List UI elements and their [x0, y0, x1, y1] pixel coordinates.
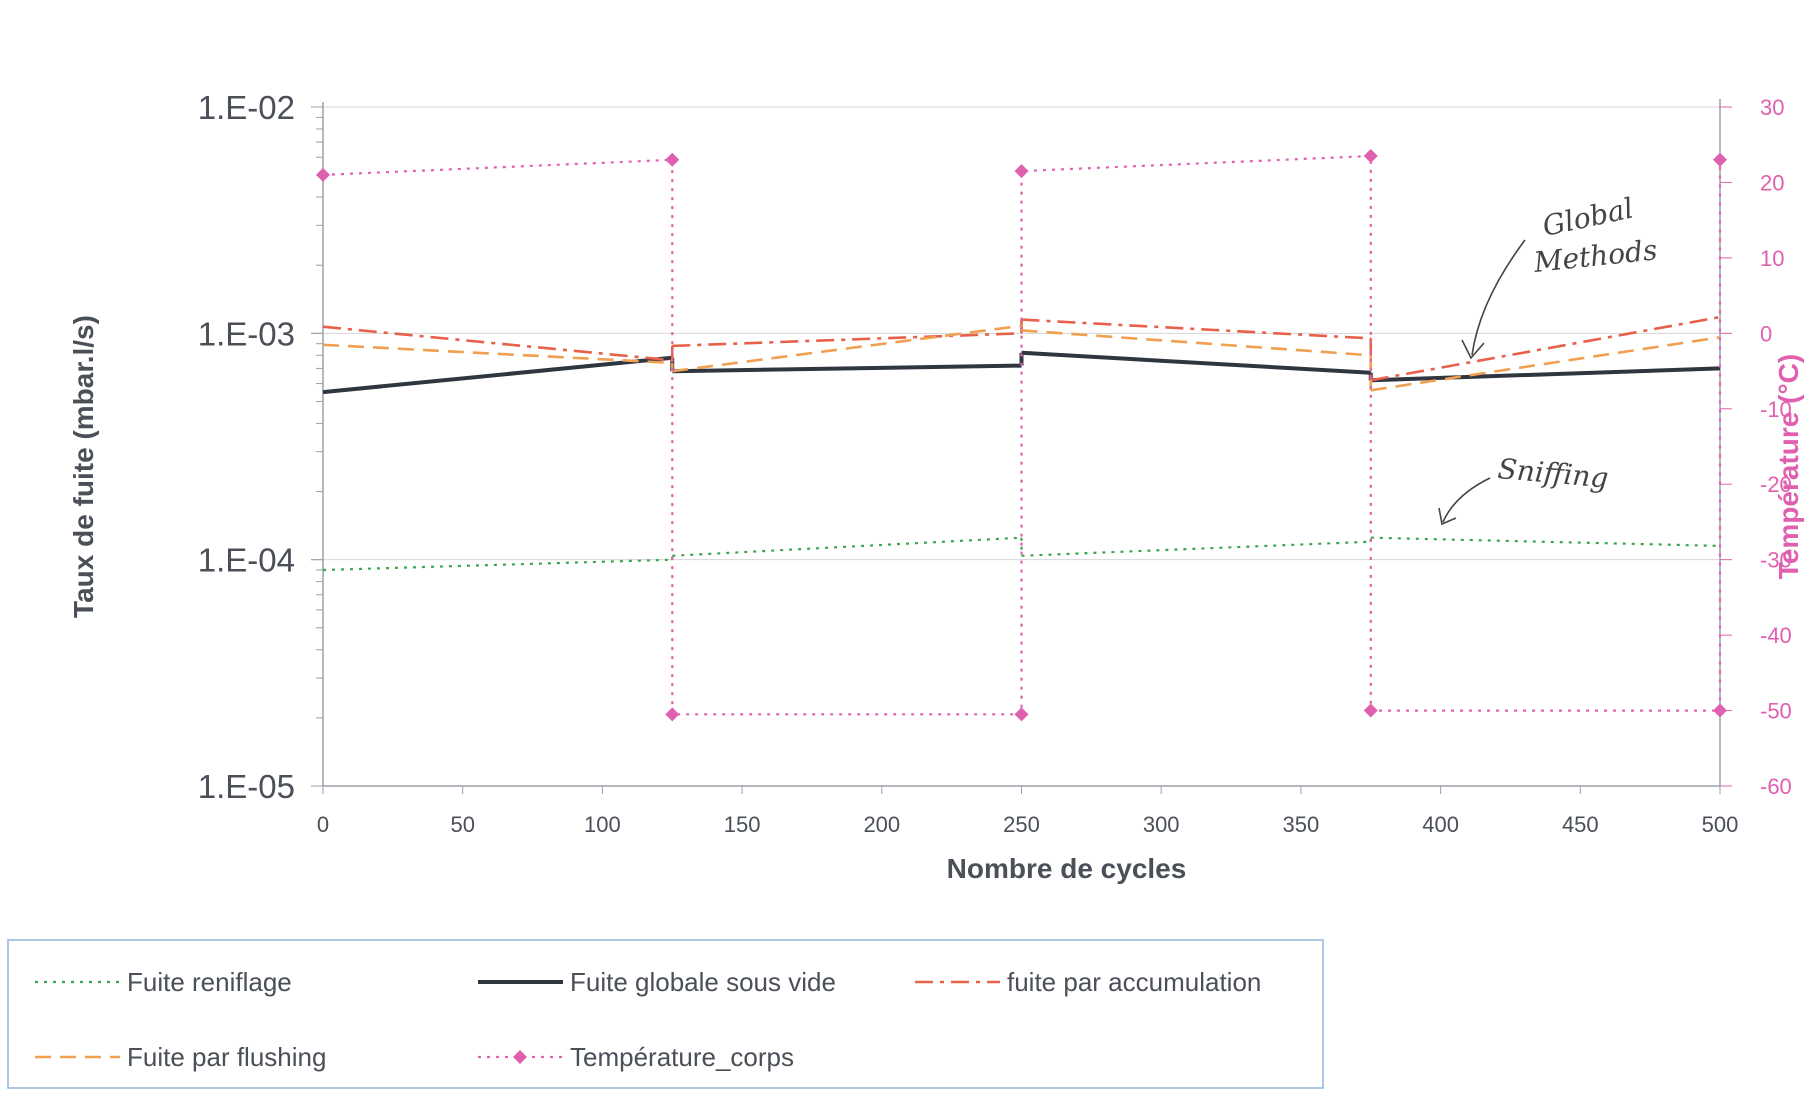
y2-tick-label: -60 — [1760, 774, 1792, 799]
temperature-line — [322, 154, 1722, 716]
series-line-2 — [1370, 315, 1721, 382]
legend-label-3: Fuite par flushing — [127, 1042, 326, 1072]
x-tick-label: 450 — [1562, 812, 1599, 837]
y2-tick-label: -40 — [1760, 623, 1792, 648]
axis-layer: 1.E-021.E-031.E-041.E-053020100-10-20-30… — [198, 89, 1792, 837]
series-line-1 — [1370, 366, 1721, 383]
series-line-2 — [1021, 318, 1371, 340]
series-layer — [316, 149, 1727, 722]
legend: Fuite reniflage Fuite globale sous vide fu… — [7, 939, 1324, 1089]
annotation-arrowhead-sniffing — [1438, 507, 1457, 526]
y-tick-label: 1.E-04 — [198, 542, 295, 579]
x-tick-label: 100 — [584, 812, 621, 837]
y2-tick-label: 30 — [1760, 95, 1784, 120]
temperature-marker — [1014, 164, 1029, 179]
legend-label-4: Température_corps — [570, 1042, 794, 1072]
x-tick-label: 350 — [1283, 812, 1320, 837]
series-line-0 — [322, 558, 673, 572]
x-axis-title: Nombre de cycles — [947, 853, 1187, 884]
temperature-marker — [665, 707, 680, 722]
series-line-2 — [672, 332, 1022, 348]
legend-box — [7, 939, 1324, 1089]
y2-tick-label: -20 — [1760, 472, 1792, 497]
y2-tick-label: 10 — [1760, 246, 1784, 271]
temperature-marker — [1363, 703, 1378, 718]
annotation-arrow-global — [1471, 239, 1526, 356]
temperature-marker — [665, 152, 680, 167]
series-line-1 — [1021, 350, 1371, 375]
annotation-arrowhead-global — [1461, 339, 1485, 360]
series-line-3 — [322, 343, 673, 365]
annotation-arrow-sniffing — [1442, 477, 1491, 523]
x-tick-label: 300 — [1143, 812, 1180, 837]
y2-tick-label: 20 — [1760, 170, 1784, 195]
temperature-marker — [316, 167, 330, 182]
series-line-2 — [322, 325, 673, 362]
legend-label-2: fuite par accumulation — [1007, 967, 1261, 997]
series-line-3 — [672, 324, 1022, 373]
series-line-1 — [322, 355, 673, 395]
x-tick-label: 150 — [724, 812, 761, 837]
x-tick-label: 500 — [1702, 812, 1739, 837]
x-tick-label: 200 — [863, 812, 900, 837]
y2-tick-label: 0 — [1760, 321, 1772, 346]
x-tick-label: 0 — [317, 812, 329, 837]
legend-marker — [513, 1050, 527, 1064]
x-tick-label: 50 — [450, 812, 474, 837]
temperature-marker — [1014, 707, 1029, 722]
legend-label-0: Fuite reniflage — [127, 967, 292, 997]
series-line-3 — [1370, 336, 1721, 392]
y-tick-label: 1.E-03 — [198, 315, 295, 352]
series-line-0 — [1370, 536, 1721, 547]
series-line-0 — [1021, 540, 1371, 557]
y2-axis-title: Température (°C) — [1773, 354, 1804, 579]
y2-tick-label: -30 — [1760, 548, 1792, 573]
annotation-global-line1: Global — [1540, 191, 1637, 242]
series-line-3 — [1021, 329, 1371, 357]
x-tick-label: 250 — [1003, 812, 1040, 837]
series-line-0 — [672, 536, 1022, 557]
label-layer: Nombre de cycles Taux de fuite (mbar.l/s)… — [68, 191, 1804, 884]
y-axis-title: Taux de fuite (mbar.l/s) — [68, 315, 99, 618]
series-line-1 — [672, 363, 1022, 374]
annotation-sniffing: Sniffing — [1496, 452, 1609, 495]
y-tick-label: 1.E-05 — [198, 768, 295, 805]
y2-tick-label: -50 — [1760, 699, 1792, 724]
temperature-marker — [1713, 703, 1727, 718]
temperature-marker — [1363, 149, 1378, 164]
y-tick-label: 1.E-02 — [198, 89, 295, 126]
legend-label-1: Fuite globale sous vide — [570, 967, 836, 997]
temperature-marker — [1713, 152, 1727, 167]
y2-tick-label: -10 — [1760, 397, 1792, 422]
x-tick-label: 400 — [1422, 812, 1459, 837]
